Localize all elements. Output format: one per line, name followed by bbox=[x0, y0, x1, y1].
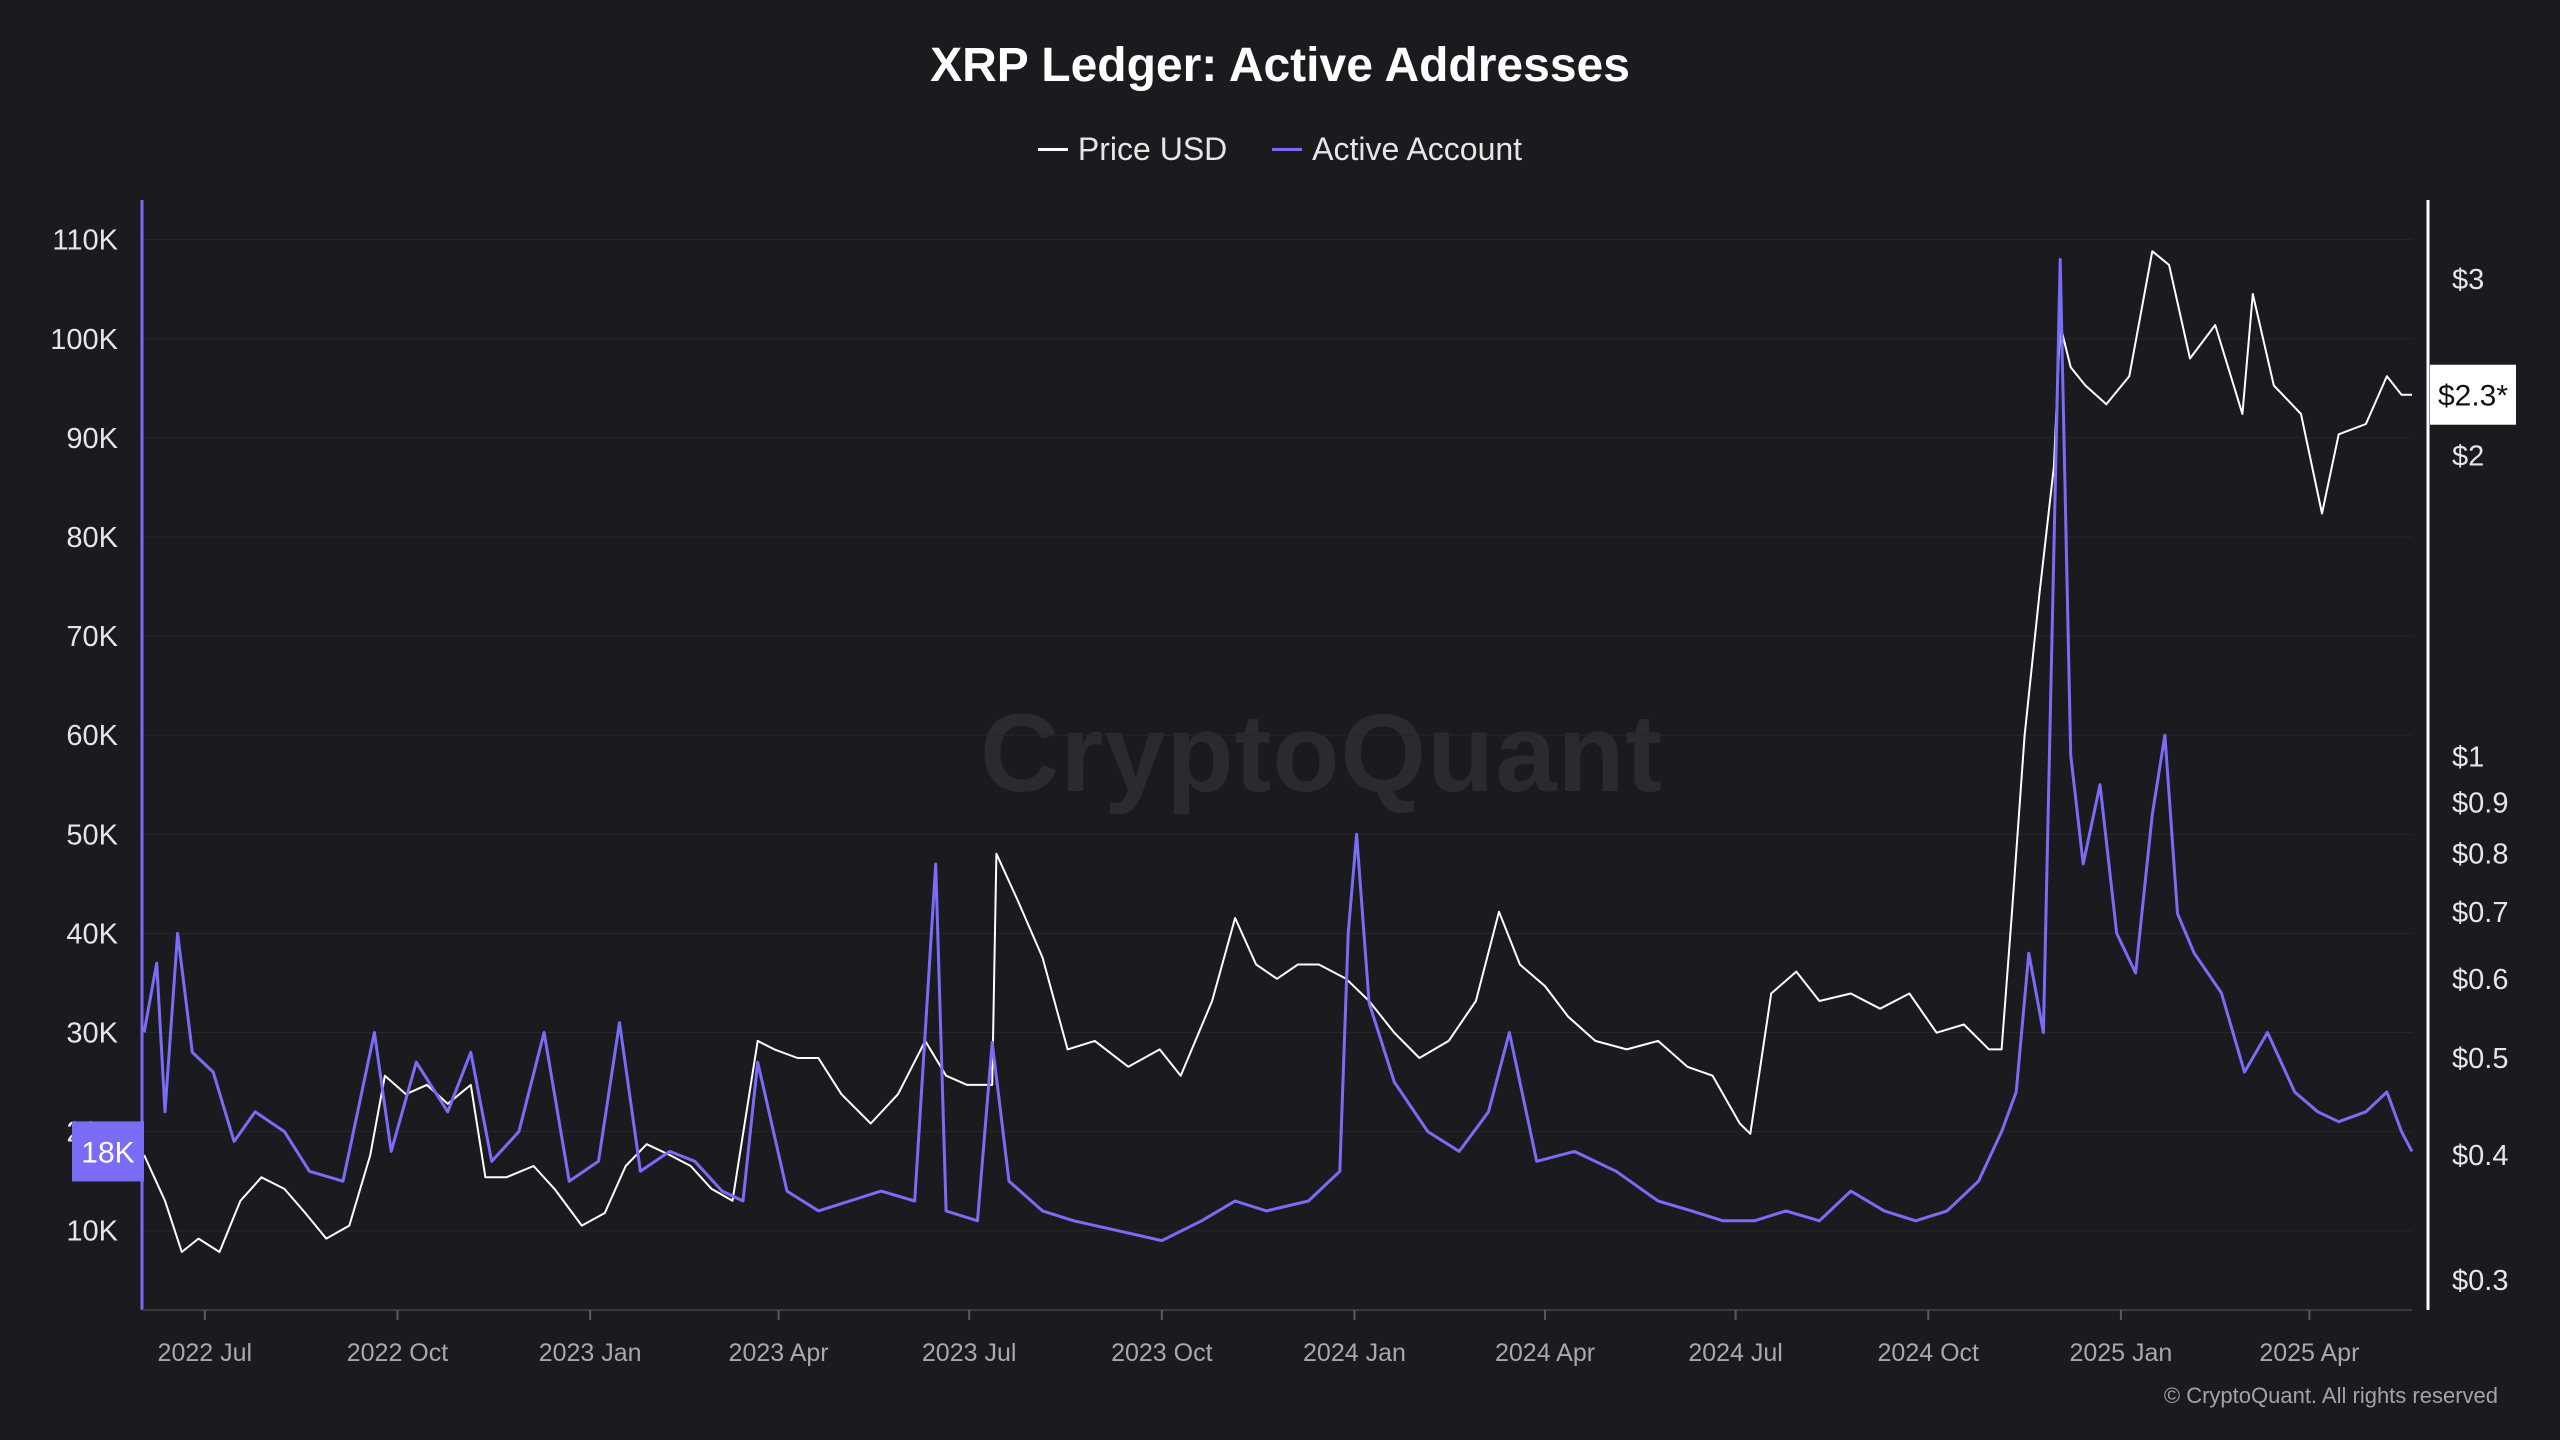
y-right-tick-label: $0.8 bbox=[2452, 839, 2508, 871]
y-left-tick-label: 70K bbox=[66, 621, 118, 653]
chart-title: XRP Ledger: Active Addresses bbox=[930, 39, 1630, 92]
y-right-tick-label: $2 bbox=[2452, 440, 2484, 472]
watermark: CryptoQuant bbox=[980, 692, 1664, 815]
current-value-badge-right-label: $2.3* bbox=[2438, 380, 2508, 413]
current-value-badge-right bbox=[2430, 364, 2516, 425]
y-right-tick-label: $1 bbox=[2452, 742, 2484, 774]
legend-label-price: Price USD bbox=[1077, 131, 1228, 167]
x-tick-label: 2024 Jan bbox=[1303, 1339, 1406, 1367]
y-right-tick-label: $3 bbox=[2452, 264, 2484, 296]
y-left-tick-label: 40K bbox=[66, 918, 118, 950]
legend-label-active-account: Active Account bbox=[1312, 131, 1523, 167]
y-left-tick-label: 10K bbox=[66, 1216, 118, 1248]
current-value-badge-left bbox=[72, 1121, 144, 1182]
x-tick-label: 2025 Jan bbox=[2069, 1339, 2172, 1367]
legend-item-price[interactable]: Price USD bbox=[1037, 131, 1228, 168]
y-left-tick-label: 80K bbox=[66, 522, 118, 554]
x-tick-label: 2024 Oct bbox=[1878, 1339, 1980, 1367]
series-line-active-account bbox=[142, 258, 2414, 1243]
y-right-tick-label: $0.4 bbox=[2452, 1140, 2508, 1172]
x-tick-label: 2023 Jan bbox=[539, 1339, 642, 1367]
x-tick-label: 2023 Oct bbox=[1111, 1339, 1213, 1367]
x-tick-label: 2024 Apr bbox=[1495, 1339, 1595, 1367]
y-left-tick-label: 60K bbox=[66, 720, 118, 752]
y-right-tick-label: $0.9 bbox=[2452, 788, 2508, 820]
series-line-price-usd bbox=[143, 250, 2412, 1253]
legend-item-active-account[interactable]: Active Account bbox=[1272, 131, 1522, 168]
copyright-notice: © CryptoQuant. All rights reserved bbox=[2163, 1383, 2498, 1408]
x-tick-label: 2023 Apr bbox=[729, 1339, 829, 1367]
legend-swatch-price bbox=[1037, 148, 1068, 151]
axes: 10K20K30K40K50K60K70K80K90K100K110K$0.3$… bbox=[50, 200, 2508, 1367]
y-left-tick-label: 110K bbox=[52, 225, 118, 257]
series-layer bbox=[142, 250, 2414, 1253]
y-right-tick-label: $0.6 bbox=[2452, 964, 2508, 996]
y-left-tick-label: 50K bbox=[66, 819, 118, 851]
y-left-tick-label: 90K bbox=[66, 423, 118, 455]
x-tick-label: 2022 Jul bbox=[158, 1339, 253, 1367]
x-tick-label: 2022 Oct bbox=[347, 1339, 449, 1367]
current-value-badge-left-label: 18K bbox=[81, 1136, 134, 1169]
y-left-tick-label: 30K bbox=[66, 1018, 118, 1050]
badges: 18K $2.3* bbox=[72, 364, 2516, 1182]
x-tick-label: 2025 Apr bbox=[2259, 1339, 2359, 1367]
y-right-tick-label: $0.5 bbox=[2452, 1043, 2508, 1075]
y-right-tick-label: $0.3 bbox=[2452, 1265, 2508, 1297]
legend-swatch-active-account bbox=[1272, 148, 1303, 151]
y-right-tick-label: $0.7 bbox=[2452, 897, 2508, 929]
x-tick-label: 2024 Jul bbox=[1688, 1339, 1783, 1367]
x-tick-label: 2023 Jul bbox=[922, 1339, 1017, 1367]
legend: Price USD Active Account bbox=[0, 122, 2560, 168]
y-left-tick-label: 100K bbox=[50, 324, 118, 356]
